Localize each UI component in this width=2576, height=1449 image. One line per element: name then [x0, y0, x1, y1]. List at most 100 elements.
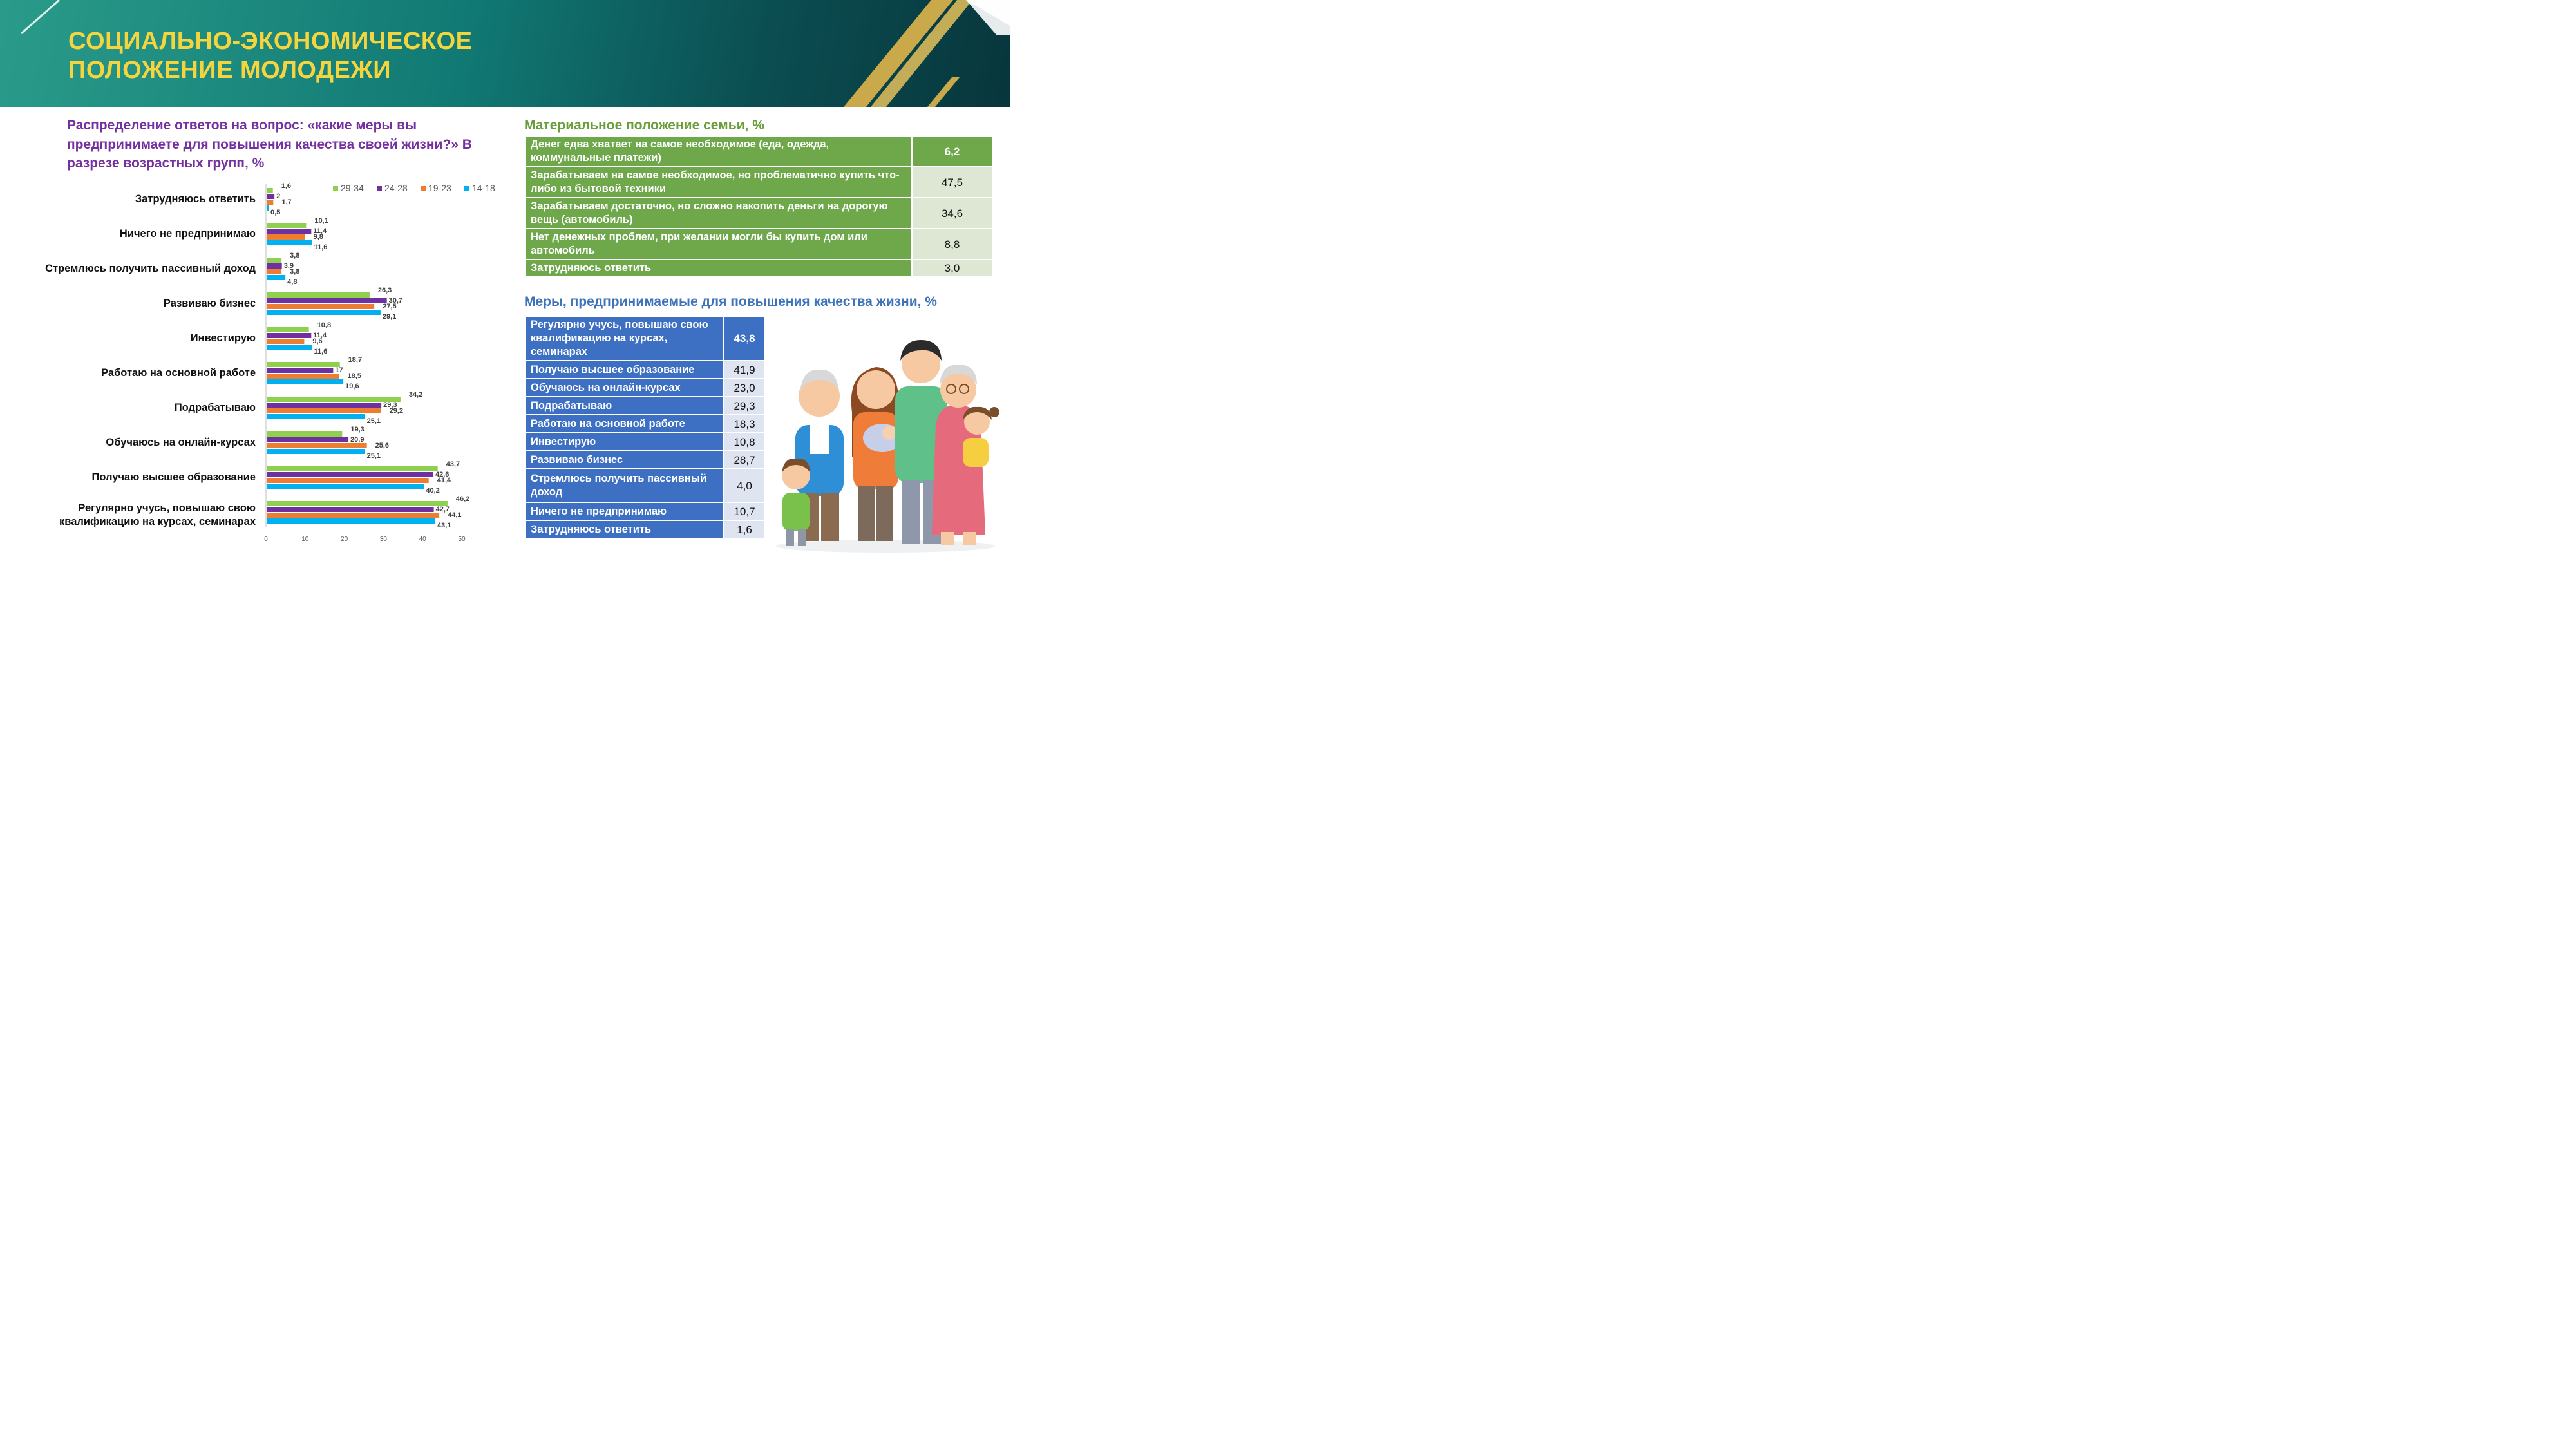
bar — [267, 408, 381, 413]
data-label: 11,4 — [313, 332, 327, 339]
table-row: Зарабатываем достаточно, но сложно накоп… — [524, 197, 993, 229]
table-row: Зарабатываем на самое необходимое, но пр… — [524, 166, 993, 198]
row-label: Зарабатываем на самое необходимое, но пр… — [524, 166, 913, 198]
row-value: 8,8 — [911, 228, 993, 260]
table-row: Работаю на основной работе 18,3 — [524, 414, 766, 433]
data-label: 0,5 — [270, 209, 280, 216]
bar — [267, 397, 401, 402]
row-label: Затрудняюсь ответить — [524, 520, 724, 539]
boy-figure — [782, 458, 810, 546]
x-tick-label: 30 — [380, 536, 388, 543]
girl-figure — [963, 406, 999, 467]
legend-label: 19-23 — [428, 183, 451, 193]
data-label: 25,1 — [367, 452, 381, 460]
table-row: Стремлюсь получить пассивный доход 4,0 — [524, 468, 766, 503]
page-title: СОЦИАЛЬНО-ЭКОНОМИЧЕСКОЕ ПОЛОЖЕНИЕ МОЛОДЕ… — [68, 27, 648, 85]
row-value: 18,3 — [723, 414, 766, 433]
data-label: 2 — [276, 193, 280, 200]
bar — [267, 234, 305, 240]
data-label: 11,6 — [314, 348, 328, 355]
row-label: Денег едва хватает на самое необходимое … — [524, 135, 913, 167]
bar — [267, 292, 370, 298]
category-label: Инвестирую — [191, 332, 256, 344]
bar — [267, 513, 440, 518]
row-label: Зарабатываем достаточно, но сложно накоп… — [524, 197, 913, 229]
data-label: 1,7 — [281, 198, 291, 206]
data-label: 3,9 — [284, 262, 294, 270]
table-row: Затрудняюсь ответить 1,6 — [524, 520, 766, 539]
category-label: Обучаюсь на онлайн-курсах — [106, 437, 256, 448]
bar — [267, 333, 312, 338]
bar — [267, 269, 282, 274]
table-row: Денег едва хватает на самое необходимое … — [524, 135, 993, 167]
x-tick-label: 10 — [301, 536, 309, 543]
row-label: Получаю высшее образование — [524, 360, 724, 379]
legend-swatch — [464, 186, 469, 191]
row-label: Ничего не предпринимаю — [524, 502, 724, 521]
data-label: 41,4 — [437, 477, 451, 484]
row-value: 41,9 — [723, 360, 766, 379]
table-row: Получаю высшее образование 41,9 — [524, 360, 766, 379]
data-label: 25,6 — [375, 442, 389, 450]
bar — [267, 501, 448, 506]
data-label: 43,7 — [446, 460, 460, 468]
data-label: 29,2 — [390, 407, 403, 415]
family-status-title: Материальное положение семьи, % — [524, 118, 764, 133]
bar — [267, 484, 424, 489]
data-label: 29,3 — [383, 401, 397, 409]
data-label: 19,6 — [345, 383, 359, 390]
data-label: 30,7 — [389, 297, 402, 305]
data-label: 18,7 — [348, 356, 362, 364]
data-label: 34,2 — [409, 391, 422, 399]
category-label: Стремлюсь получить пассивный доход — [45, 263, 256, 274]
bar — [267, 298, 387, 303]
bar — [267, 414, 365, 419]
data-label: 40,2 — [426, 487, 439, 495]
category-label: Затрудняюсь ответить — [135, 193, 256, 205]
bar — [267, 431, 343, 437]
mother-figure — [851, 367, 902, 541]
bar — [267, 368, 334, 373]
legend-label: 24-28 — [384, 183, 408, 193]
x-tick-label: 20 — [341, 536, 348, 543]
legend-label: 14-18 — [472, 183, 495, 193]
row-label: Развиваю бизнес — [524, 450, 724, 469]
row-value: 28,7 — [723, 450, 766, 469]
bar — [267, 379, 344, 384]
row-value: 29,3 — [723, 396, 766, 415]
row-value: 34,6 — [911, 197, 993, 229]
bar — [267, 449, 365, 454]
legend-swatch — [333, 186, 338, 191]
table-row: Инвестирую 10,8 — [524, 432, 766, 451]
bar — [267, 362, 340, 367]
category-label: Подрабатываю — [175, 402, 256, 413]
category-label: Регулярно учусь, повышаю свою квалификаци… — [59, 502, 256, 527]
bar — [267, 275, 286, 280]
table-row: Затрудняюсь ответить 3,0 — [524, 259, 993, 278]
family-illustration — [776, 340, 999, 553]
row-label: Регулярно учусь, повышаю свою квалификац… — [524, 316, 724, 361]
legend-swatch — [377, 186, 382, 191]
table-row: Развиваю бизнес 28,7 — [524, 450, 766, 469]
chart-title: Распределение ответов на вопрос: «какие … — [67, 118, 472, 171]
bar — [267, 518, 436, 524]
data-label: 44,1 — [448, 511, 461, 519]
bar — [267, 345, 312, 350]
data-label: 42,6 — [435, 471, 449, 478]
category-label: Ничего не предпринимаю — [120, 228, 256, 240]
row-label: Работаю на основной работе — [524, 414, 724, 433]
data-label: 3,8 — [290, 268, 299, 276]
data-label: 3,8 — [290, 252, 299, 260]
bar — [267, 200, 274, 205]
data-label: 4,8 — [287, 278, 297, 286]
row-value: 47,5 — [911, 166, 993, 198]
data-label: 11,4 — [313, 227, 327, 235]
data-label: 10,8 — [317, 321, 331, 329]
row-value: 6,2 — [911, 135, 993, 167]
row-value: 43,8 — [723, 316, 766, 361]
row-label: Нет денежных проблем, при желании могли … — [524, 228, 913, 260]
table-row: Ничего не предпринимаю 10,7 — [524, 502, 766, 521]
bar — [267, 374, 339, 379]
data-label: 29,1 — [383, 313, 396, 321]
bar — [267, 194, 275, 199]
